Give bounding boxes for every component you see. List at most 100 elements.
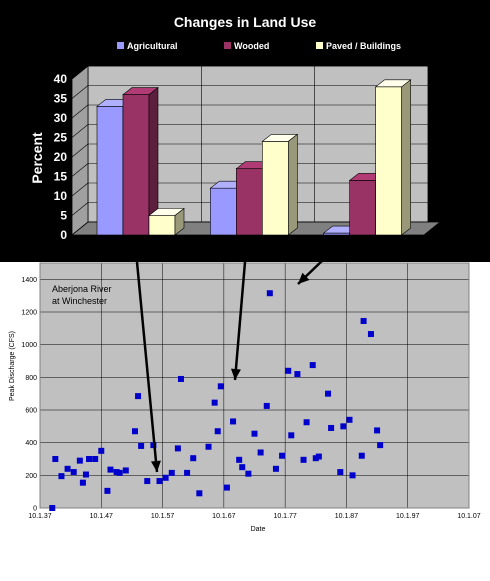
scatter-point xyxy=(162,474,169,481)
scatter-point xyxy=(116,469,123,476)
bar-chart-categories: 1956 1969 1978 xyxy=(119,244,379,261)
scatter-x-tick-label: 10.1.47 xyxy=(90,513,113,520)
legend-swatch-paved xyxy=(316,42,323,49)
arrow-shaft xyxy=(233,261,247,381)
scatter-point xyxy=(349,472,356,479)
scatter-point xyxy=(279,452,286,459)
bar-chart-title: Changes in Land Use xyxy=(174,14,317,30)
scatter-x-tick-label: 10.1.77 xyxy=(273,513,296,520)
scatter-point xyxy=(358,452,365,459)
scatter-point xyxy=(346,416,353,423)
scatter-point xyxy=(92,456,99,462)
scatter-points xyxy=(49,290,384,511)
scatter-point xyxy=(328,424,335,431)
scatter-point xyxy=(374,427,381,434)
scatter-point xyxy=(223,484,230,491)
legend-label-wooded: Wooded xyxy=(234,41,269,51)
scatter-point xyxy=(138,442,145,449)
scatter-y-tick-label: 200 xyxy=(25,473,37,480)
scatter-point xyxy=(79,479,86,486)
scatter-point xyxy=(325,390,332,397)
scatter-point xyxy=(98,447,105,454)
scatter-point xyxy=(135,393,142,400)
scatter-point xyxy=(190,455,197,462)
legend-label-paved: Paved / Buildings xyxy=(326,41,401,51)
scatter-point xyxy=(263,402,270,409)
bar-paved-1978 xyxy=(374,79,412,236)
scatter-y-tick-label: 1400 xyxy=(21,277,37,284)
bar-y-tick-label: 20 xyxy=(54,150,68,164)
bar-front xyxy=(96,106,124,236)
bar-front xyxy=(210,187,237,236)
scatter-point xyxy=(168,469,175,476)
scatter-y-ticks: 0 200 400 600 800 1000 1200 1400 xyxy=(21,277,37,513)
bar-front xyxy=(122,94,150,236)
legend-swatch-agricultural xyxy=(117,42,124,49)
scatter-y-axis-label: Peak Discharge (CFS) xyxy=(9,331,16,401)
scatter-point xyxy=(294,371,301,378)
scatter-point xyxy=(82,471,89,478)
arrow-head xyxy=(298,272,310,284)
scatter-point xyxy=(76,457,83,464)
arrow-1956 xyxy=(135,261,161,473)
bar-y-tick-label: 10 xyxy=(54,189,68,203)
bar-side xyxy=(288,133,298,236)
bar-y-tick-label: 30 xyxy=(54,111,68,125)
scatter-point xyxy=(230,418,237,425)
bar-category-label-1956: 1956 xyxy=(119,244,152,261)
scatter-point xyxy=(257,449,264,456)
legend-swatch-wooded xyxy=(224,42,231,49)
bar-gridline-side xyxy=(71,124,89,138)
bar-paved-1969 xyxy=(261,133,299,236)
scatter-x-tick-label: 10.1.87 xyxy=(335,513,358,520)
scatter-point xyxy=(177,375,184,382)
bar-gridline-side xyxy=(71,85,89,99)
scatter-y-tick-label: 800 xyxy=(25,375,37,382)
bar-chart-legend: Agricultural Wooded Paved / Buildings xyxy=(117,41,401,51)
scatter-x-tick-label: 10.1.37 xyxy=(28,513,51,520)
bar-front xyxy=(349,180,376,236)
scatter-point xyxy=(156,478,163,485)
scatter-x-axis-label: Date xyxy=(251,526,266,533)
scatter-y-tick-label: 0 xyxy=(33,506,37,513)
scatter-point xyxy=(113,469,120,476)
scatter-x-ticks: 10.1.37 10.1.47 10.1.57 10.1.67 10.1.77 10.1.… xyxy=(28,513,480,520)
bar-category-label-1969: 1969 xyxy=(233,244,266,261)
annotation-line-2: at Winchester xyxy=(52,296,107,306)
scatter-y-tick-label: 400 xyxy=(25,440,37,447)
bar-front xyxy=(236,168,263,236)
scatter-point xyxy=(315,453,322,460)
scatter-x-tick-label: 10.1.67 xyxy=(212,513,235,520)
scatter-point xyxy=(377,442,384,449)
bar-gridline-side xyxy=(71,65,89,80)
scatter-point xyxy=(122,467,129,474)
bar-front xyxy=(148,215,176,236)
scatter-point xyxy=(58,473,65,480)
bar-gridline-side xyxy=(71,182,89,197)
scatter-y-tick-label: 600 xyxy=(25,408,37,415)
bar-paved-1956 xyxy=(148,207,185,236)
land-use-bar-chart: Changes in Land Use Agricultural Wooded … xyxy=(0,0,490,262)
bar-y-tick-label: 25 xyxy=(54,131,68,145)
scatter-point xyxy=(272,465,279,472)
bar-y-tick-label: 40 xyxy=(54,72,68,86)
bar-y-tick-label: 5 xyxy=(60,209,67,223)
scatter-y-tick-label: 1200 xyxy=(21,310,37,317)
scatter-point xyxy=(205,443,212,450)
scatter-point xyxy=(340,423,347,430)
scatter-point xyxy=(288,432,295,439)
bar-gridline-side xyxy=(71,104,89,119)
scatter-point xyxy=(64,465,71,472)
arrow-head xyxy=(150,460,161,472)
scatter-point xyxy=(360,317,367,324)
scatter-annotation: Aberjona River at Winchester xyxy=(52,284,114,306)
bar-gridline-side xyxy=(71,221,89,236)
scatter-point xyxy=(196,490,203,497)
scatter-point xyxy=(70,469,77,476)
scatter-point xyxy=(239,464,246,471)
scatter-point xyxy=(174,445,181,452)
scatter-point xyxy=(86,456,93,462)
scatter-point xyxy=(211,399,218,406)
scatter-point xyxy=(309,362,316,369)
